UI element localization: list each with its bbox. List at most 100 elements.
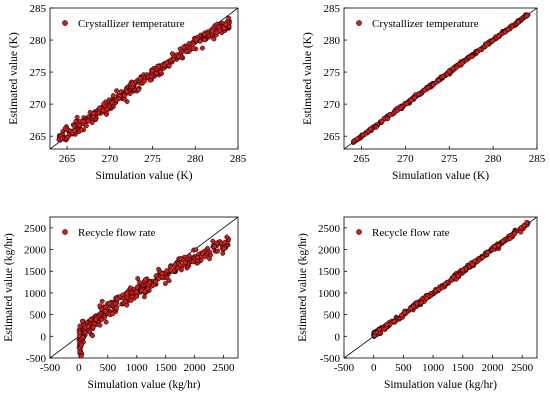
data-point	[385, 116, 390, 122]
y-tick-label: 0	[335, 331, 341, 343]
data-point	[200, 45, 205, 51]
data-point	[134, 293, 140, 299]
data-point	[76, 345, 82, 351]
x-tick-label: 0	[76, 362, 82, 374]
y-tick-label: -500	[26, 353, 47, 365]
data-point	[485, 249, 491, 255]
data-point	[84, 123, 89, 129]
data-point	[134, 284, 140, 290]
x-tick-label: 2500	[511, 362, 534, 374]
y-tick-label: 275	[324, 67, 341, 79]
x-tick-label: 2500	[213, 362, 236, 374]
x-tick-label: 2000	[481, 362, 504, 374]
y-tick-label: 1000	[24, 288, 47, 300]
data-point	[178, 267, 184, 273]
x-tick-label: 285	[230, 153, 247, 165]
data-point	[472, 258, 478, 264]
x-tick-label: 270	[397, 153, 414, 165]
data-point	[127, 285, 133, 291]
data-point	[142, 289, 148, 294]
data-point	[460, 267, 466, 273]
data-point	[430, 82, 436, 88]
data-point	[190, 46, 196, 51]
data-point	[93, 316, 99, 322]
data-point	[217, 27, 223, 33]
data-point	[159, 271, 165, 276]
data-point	[169, 51, 175, 57]
plot-frame	[49, 216, 239, 359]
plot-frame	[49, 7, 239, 150]
data-point	[495, 33, 501, 39]
data-point	[141, 78, 147, 84]
y-axis-label: Estimated value (K)	[302, 32, 314, 125]
x-axis-label: Simulation value (K)	[392, 170, 489, 182]
data-point	[446, 69, 452, 74]
data-point	[79, 342, 85, 348]
data-point	[133, 289, 139, 295]
data-point	[85, 323, 91, 329]
scatter-points	[350, 12, 531, 146]
data-point	[454, 64, 460, 70]
y-tick-label: 265	[30, 131, 47, 143]
data-point	[199, 251, 205, 256]
data-point	[490, 38, 496, 44]
data-point	[97, 322, 103, 328]
data-point	[182, 259, 188, 265]
y-axis-label: Estimated value (K)	[8, 32, 20, 125]
x-tick-label: 1000	[422, 362, 445, 374]
data-point	[97, 105, 102, 111]
data-point	[186, 41, 192, 46]
data-point	[77, 323, 83, 329]
data-point	[113, 305, 119, 311]
data-point	[209, 28, 215, 34]
data-point	[222, 240, 228, 245]
y-tick-label: 285	[324, 3, 341, 15]
data-point	[423, 295, 429, 301]
legend-marker	[356, 20, 362, 26]
data-point	[102, 308, 108, 314]
data-point	[500, 238, 506, 244]
data-point	[124, 291, 130, 297]
data-point	[123, 299, 129, 305]
data-point	[440, 73, 446, 79]
y-tick-label: 0	[41, 331, 47, 343]
plot-frame	[343, 7, 538, 150]
y-tick-label: 1000	[318, 288, 341, 300]
y-tick-label: 2500	[24, 223, 47, 235]
legend-label: Crystallizer temperature	[78, 18, 185, 30]
data-point	[110, 93, 116, 99]
data-point	[360, 132, 366, 138]
data-point	[419, 299, 424, 305]
data-point	[384, 321, 390, 327]
data-point	[483, 42, 489, 48]
data-point	[143, 277, 148, 282]
data-point	[107, 301, 113, 306]
data-point	[122, 92, 127, 98]
data-point	[397, 105, 403, 111]
legend-marker	[62, 229, 68, 235]
y-tick-label: 500	[324, 310, 341, 322]
data-point	[186, 253, 192, 259]
data-point	[399, 312, 405, 318]
x-tick-label: 280	[485, 153, 502, 165]
data-point	[524, 13, 530, 19]
y-tick-label: 270	[324, 99, 341, 111]
data-point	[425, 85, 431, 91]
x-tick-label: 1500	[452, 362, 475, 374]
data-point	[141, 294, 147, 300]
data-point	[153, 70, 159, 76]
chart-panel-top-left: 265 270 275 280 285 265 270 275 280 285 Simulation…	[8, 3, 247, 182]
data-point	[178, 256, 184, 261]
data-point	[103, 304, 109, 310]
chart-panel-bottom-right: -500 0 500 1000 1500 2000 2500 -500 0 500 1000 1500…	[297, 216, 538, 391]
data-point	[166, 278, 172, 284]
data-point	[223, 21, 229, 27]
data-point	[74, 114, 80, 120]
data-point	[211, 36, 217, 42]
chart-panel-bottom-left: -500 0 500 1000 1500 2000 2500 -500 0 500 1000 1500…	[3, 216, 239, 391]
data-point	[193, 37, 199, 43]
data-point	[97, 303, 103, 309]
data-point	[103, 319, 109, 325]
data-point	[150, 68, 155, 74]
